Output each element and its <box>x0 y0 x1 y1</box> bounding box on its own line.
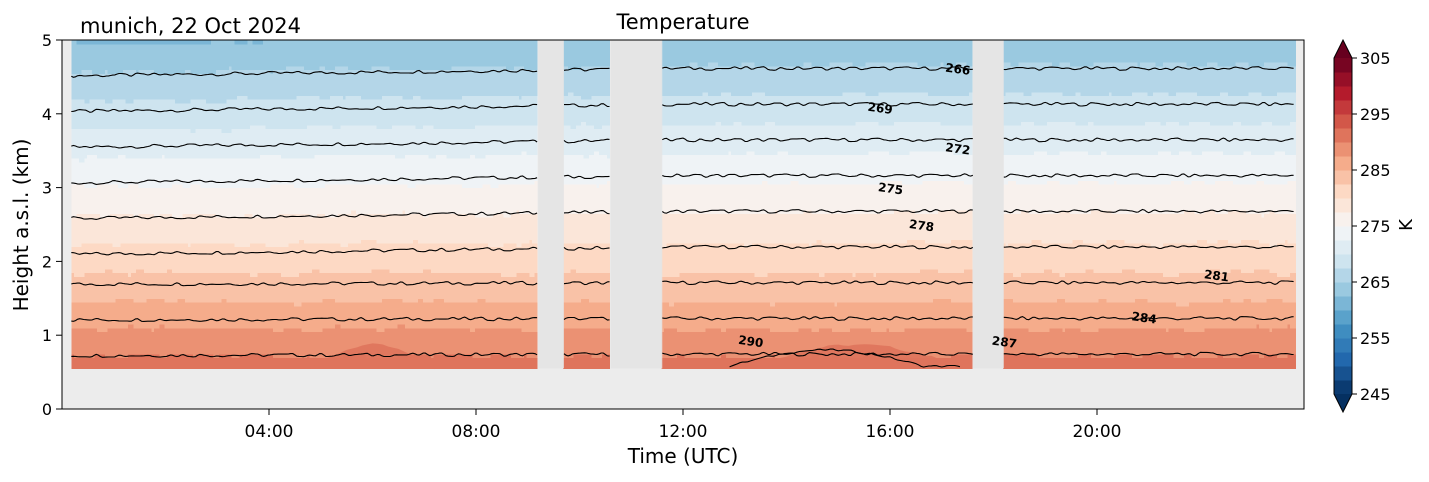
colorbar-tick-label: 255 <box>1360 329 1391 348</box>
x-tick-label: 20:00 <box>1073 422 1122 442</box>
colorbar-level <box>1334 72 1352 87</box>
colorbar-tick-label: 245 <box>1360 385 1391 404</box>
x-tick-label: 12:00 <box>659 422 708 442</box>
y-tick-label: 5 <box>42 31 52 50</box>
colorbar-level <box>1334 352 1352 367</box>
missing-data-gap <box>973 40 1004 368</box>
colorbar-level <box>1334 212 1352 227</box>
colorbar-level <box>1334 338 1352 353</box>
colorbar-level <box>1334 184 1352 199</box>
colorbar-tick-label: 265 <box>1360 273 1391 292</box>
colorbar-extend-max <box>1334 40 1352 58</box>
colorbar-tick-label: 295 <box>1360 105 1391 124</box>
colorbar-level <box>1334 226 1352 241</box>
colorbar-level <box>1334 114 1352 129</box>
colorbar-level <box>1334 100 1352 115</box>
colorbar-level <box>1334 170 1352 185</box>
colorbar-level <box>1334 58 1352 73</box>
y-tick-label: 0 <box>42 400 52 419</box>
x-axis-label: Time (UTC) <box>627 444 739 468</box>
colorbar-level <box>1334 240 1352 255</box>
missing-data-gap <box>538 40 564 368</box>
colorbar-tick-label: 275 <box>1360 217 1391 236</box>
y-tick-label: 2 <box>42 252 52 271</box>
y-tick-label: 1 <box>42 326 52 345</box>
x-tick-label: 16:00 <box>866 422 915 442</box>
colorbar-level <box>1334 282 1352 297</box>
colorbar-level <box>1334 86 1352 101</box>
x-tick-label: 08:00 <box>452 422 501 442</box>
colorbar-level <box>1334 142 1352 157</box>
colorbar-level <box>1334 366 1352 381</box>
y-tick-label: 3 <box>42 179 52 198</box>
colorbar-level <box>1334 324 1352 339</box>
y-tick-label: 4 <box>42 105 52 124</box>
colorbar-level <box>1334 254 1352 269</box>
temperature-field <box>71 40 1296 369</box>
colorbar-level <box>1334 198 1352 213</box>
colorbar: 245 255 265 275 285 295 305 <box>1334 40 1391 412</box>
colorbar-extend-min <box>1334 394 1352 412</box>
colorbar-tick-label: 285 <box>1360 161 1391 180</box>
chart-title: Temperature <box>615 10 749 34</box>
colorbar-label: K <box>1396 218 1417 231</box>
colorbar-level <box>1334 128 1352 143</box>
colorbar-level <box>1334 310 1352 325</box>
x-tick-label: 04:00 <box>245 422 294 442</box>
colorbar-tick-label: 305 <box>1360 49 1391 68</box>
colorbar-level <box>1334 380 1352 395</box>
colorbar-level <box>1334 156 1352 171</box>
y-axis-label: Height a.s.l. (km) <box>9 139 33 312</box>
colorbar-level <box>1334 296 1352 311</box>
missing-data-gap <box>611 40 663 368</box>
chart-subtitle: munich, 22 Oct 2024 <box>80 14 301 38</box>
colorbar-level <box>1334 268 1352 283</box>
